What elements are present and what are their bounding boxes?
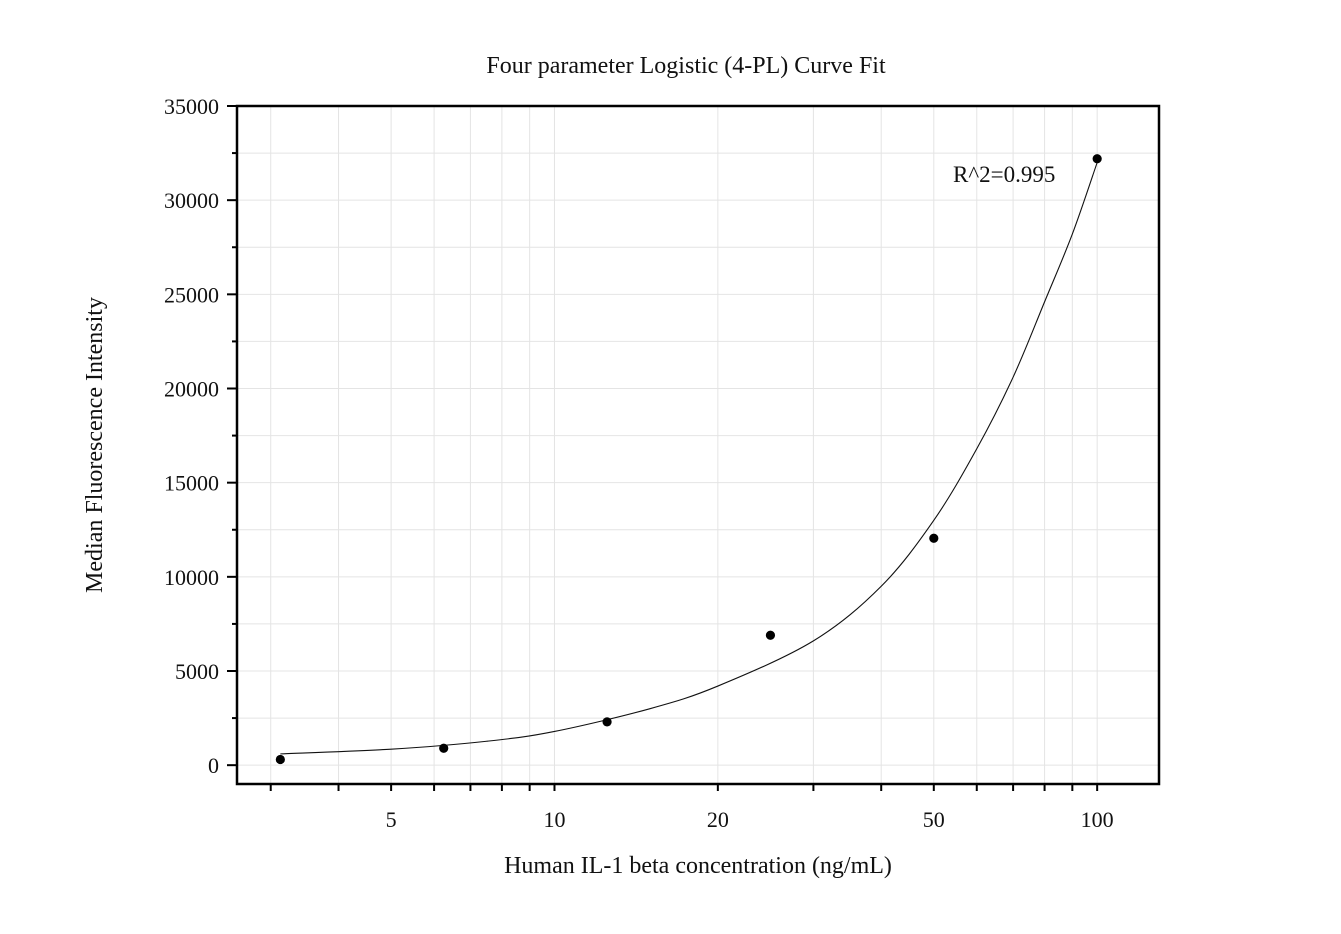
- plot-frame: [235, 104, 1161, 786]
- y-tick-labels: 0 5000 10000 15000 20000 25000 30000 35000: [164, 94, 219, 778]
- data-point: [929, 533, 939, 543]
- x-tick-label: 10: [543, 807, 565, 832]
- y-tick-label: 15000: [164, 471, 219, 496]
- y-tick-label: 25000: [164, 282, 219, 307]
- y-tick-label: 5000: [175, 659, 219, 684]
- x-axis-label: Human IL-1 beta concentration (ng/mL): [504, 853, 892, 879]
- y-tick-label: 10000: [164, 565, 219, 590]
- y-axis-label: Median Fluorescence Intensity: [82, 297, 108, 593]
- y-tick-label: 35000: [164, 94, 219, 119]
- data-point: [602, 717, 612, 727]
- x-tick-label: 20: [707, 807, 729, 832]
- x-tick-labels: 5 10 20 50 100: [386, 807, 1114, 832]
- grid-lines: [237, 105, 1159, 784]
- x-tick-label: 100: [1081, 807, 1114, 832]
- data-point: [275, 754, 285, 765]
- data-point: [1092, 154, 1102, 164]
- y-tick-label: 0: [208, 753, 219, 778]
- fit-curve-line: [280, 162, 1098, 755]
- chart-title: Four parameter Logistic (4-PL) Curve Fit: [486, 53, 886, 79]
- data-point: [439, 743, 449, 753]
- axis-ticks: [227, 105, 1099, 791]
- x-tick-label: 50: [923, 807, 945, 832]
- data-point: [765, 630, 776, 640]
- y-tick-label: 20000: [164, 377, 219, 402]
- x-tick-label: 5: [386, 807, 397, 832]
- y-tick-label: 30000: [164, 188, 219, 213]
- data-points: [275, 154, 1102, 765]
- r-squared-annotation: R^2=0.995: [953, 162, 1055, 187]
